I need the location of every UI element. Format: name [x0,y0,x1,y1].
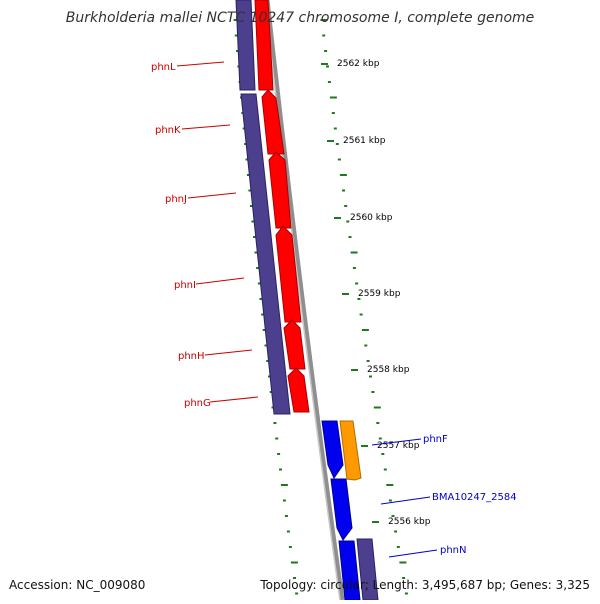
right-gene-track [321,420,379,601]
scale-label-2561: 2561 kbp [343,136,386,146]
leader-phnK [181,124,231,130]
scale-label-2562: 2562 kbp [337,59,380,69]
gene-label-phnJ: phnJ [165,194,187,205]
gene-bar-purple-1 [235,0,256,91]
genome-backbone-highlight [264,0,341,601]
genome-backbone [264,0,345,601]
gene-label-phnH: phnH [178,351,205,362]
gene-label-phnG: phnG [184,398,211,409]
scale-tick-marks [321,63,379,523]
gene-label-phnK: phnK [155,125,181,136]
leader-phnN [388,549,438,558]
gene-label-phnI: phnI [174,280,196,291]
leader-phnJ [187,192,237,199]
genome-title: Burkholderia mallei NCTC 10247 chromosom… [65,10,535,26]
leader-phnH [204,349,253,356]
leader-phnG [209,396,259,403]
gene-label-BMA10247_2584: BMA10247_2584 [432,492,517,503]
gene-bar-purple-2 [240,93,291,415]
gene-label-phnF: phnF [423,434,448,445]
scale-label-2557: 2557 kbp [377,441,420,451]
gene-arrow-phnF [339,420,362,481]
purple-gene-track [235,0,291,415]
leader-phnL [176,61,225,67]
gene-arrow-phnG [287,367,310,413]
red-gene-track [254,0,310,413]
scale-label-2560: 2560 kbp [350,213,393,223]
gene-arrow-BMA10247_2584 [330,478,353,541]
leader-phnF [371,438,422,446]
topology-summary: Topology: circular; Length: 3,495,687 bp… [260,578,590,592]
gene-label-phnL: phnL [151,62,176,73]
leader-phnI [195,277,245,285]
gene-arrow-phnJ [268,151,292,229]
leader-BMA10247_2584 [380,496,431,505]
gene-arrow-phnH [283,319,306,370]
red-label-leaders [176,61,259,403]
gene-arrow-phnL [254,0,274,91]
gene-arrow-blue-1 [321,420,344,480]
gene-arrow-phnK [261,89,285,155]
scale-label-2558: 2558 kbp [367,365,410,375]
blue-label-leaders [371,438,438,558]
gene-label-phnN: phnN [440,545,467,556]
gene-arrow-phnI [275,225,302,323]
scale-label-2556: 2556 kbp [388,517,431,527]
outer-tick-row [320,19,408,595]
accession-text: Accession: NC_009080 [9,578,146,592]
scale-label-2559: 2559 kbp [358,289,401,299]
